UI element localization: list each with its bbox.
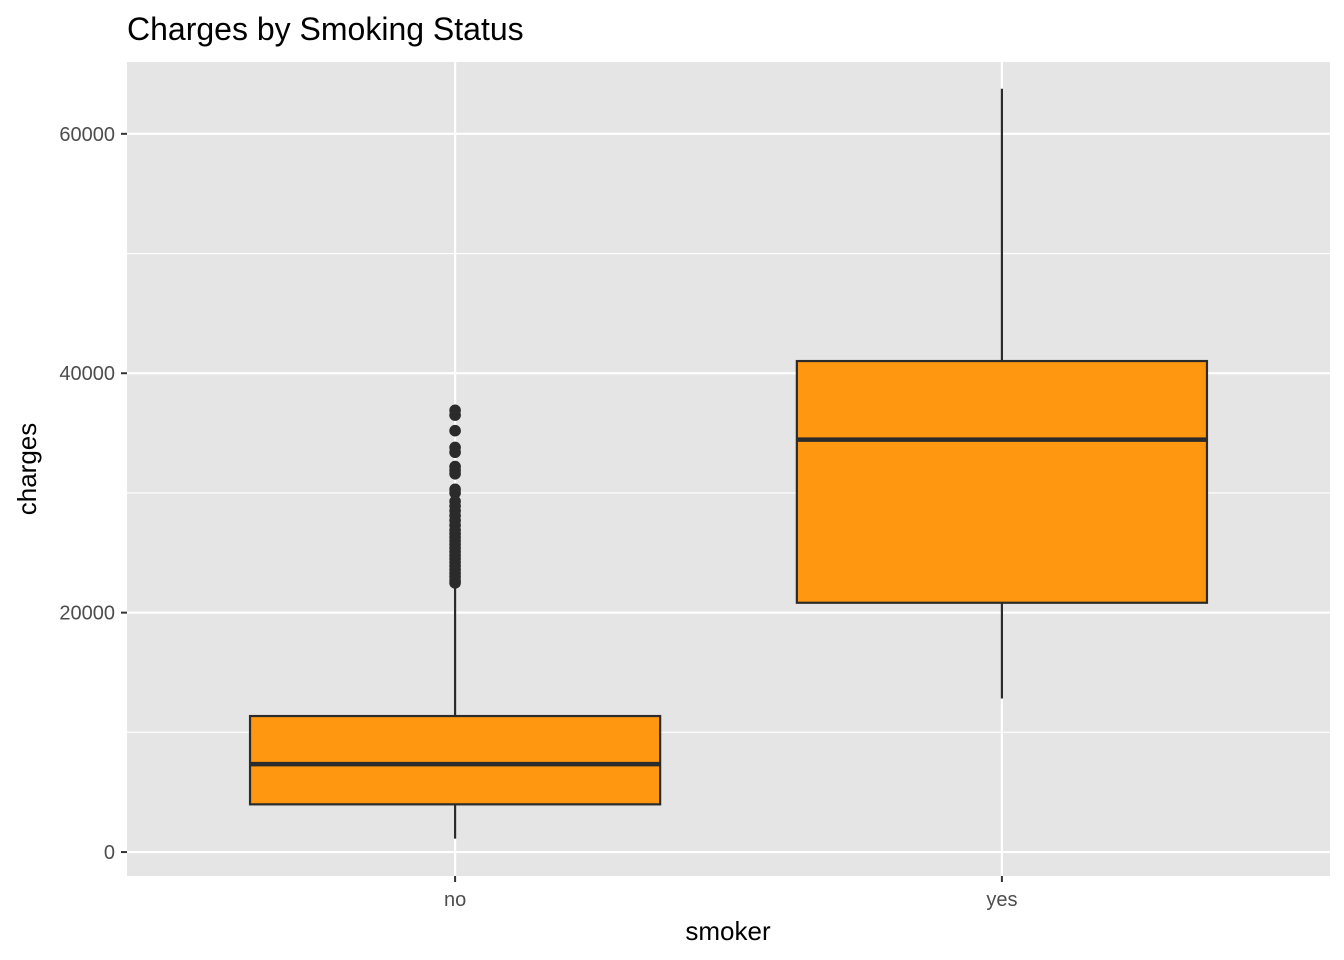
- y-tick-label: 0: [104, 842, 115, 864]
- y-tick-label: 60000: [59, 124, 115, 146]
- x-axis-title: smoker: [685, 916, 771, 946]
- boxes: [248, 88, 1209, 839]
- x-tick-label: yes: [986, 889, 1017, 911]
- x-axis: no yes: [444, 876, 1017, 911]
- outlier-point: [449, 424, 461, 437]
- outlier-point: [449, 441, 461, 454]
- box-iqr: [248, 714, 662, 806]
- y-axis-title: charges: [12, 423, 42, 516]
- box-no: [248, 404, 662, 839]
- chart-title: Charges by Smoking Status: [127, 11, 524, 47]
- y-tick-label: 20000: [59, 603, 115, 625]
- y-axis: 0 20000 40000 60000: [59, 124, 127, 864]
- y-tick-label: 40000: [59, 363, 115, 385]
- outlier-point: [449, 460, 461, 473]
- outlier-point: [449, 495, 461, 508]
- box-yes: [795, 88, 1209, 699]
- box-iqr: [795, 359, 1209, 604]
- x-tick-label: no: [444, 889, 466, 911]
- outlier-point: [449, 483, 461, 496]
- outlier-point: [449, 404, 461, 417]
